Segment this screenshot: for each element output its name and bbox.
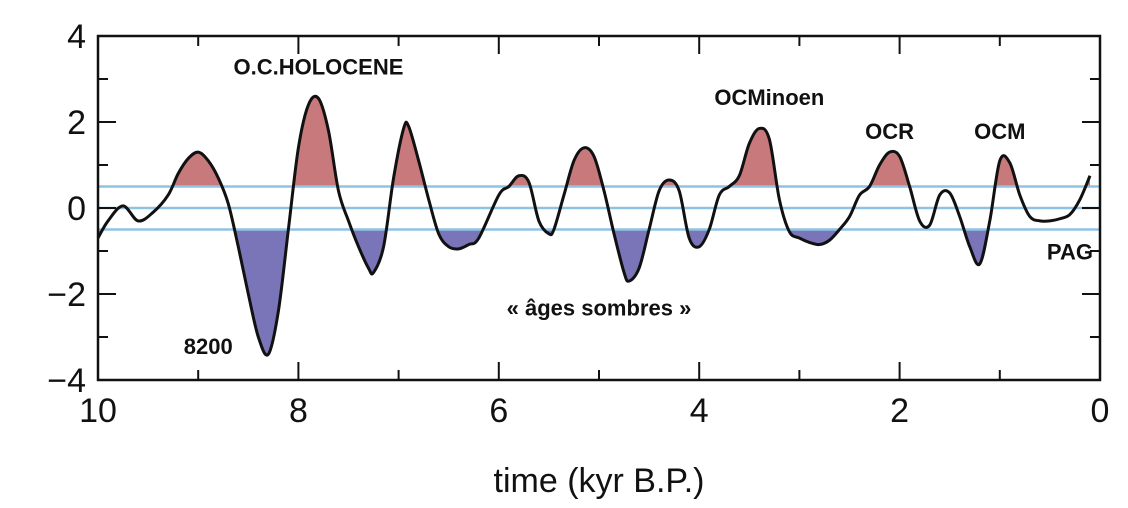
y-tick-label: −2 [47, 276, 86, 314]
annotation-label: O.C.HOLOCENE [233, 55, 403, 80]
y-tick-label: 2 [67, 104, 86, 142]
annotation-label: OCM [974, 119, 1025, 144]
x-tick-label: 4 [690, 392, 709, 430]
series-line [98, 94, 1092, 357]
y-axis: 4 2 0 −2 −4 [47, 18, 1100, 400]
x-axis-title: time (kyr B.P.) [494, 462, 705, 500]
anomaly-fills [98, 96, 1090, 356]
x-tick-label: 10 [79, 392, 117, 430]
threshold-lines [98, 185, 1100, 231]
annotation-label: 8200 [184, 334, 233, 359]
x-tick-label: 8 [289, 392, 308, 430]
annotations: O.C.HOLOCENE OCMinoen OCR OCM PAG « âges somb… [184, 55, 1093, 360]
annotation-label: OCR [865, 119, 914, 144]
annotation-label: OCMinoen [714, 85, 824, 110]
y-tick-label: 4 [67, 18, 86, 56]
y-tick-label: −4 [47, 362, 86, 400]
x-tick-label: 0 [1091, 392, 1110, 430]
x-tick-label: 2 [890, 392, 909, 430]
y-tick-label: 0 [67, 190, 86, 228]
x-axis: 10 8 6 4 2 0 [79, 36, 1109, 430]
fill-above-threshold [98, 96, 1090, 187]
annotation-label: PAG [1047, 240, 1093, 265]
annotation-label: « âges sombres » [507, 296, 692, 321]
x-tick-label: 6 [489, 392, 508, 430]
